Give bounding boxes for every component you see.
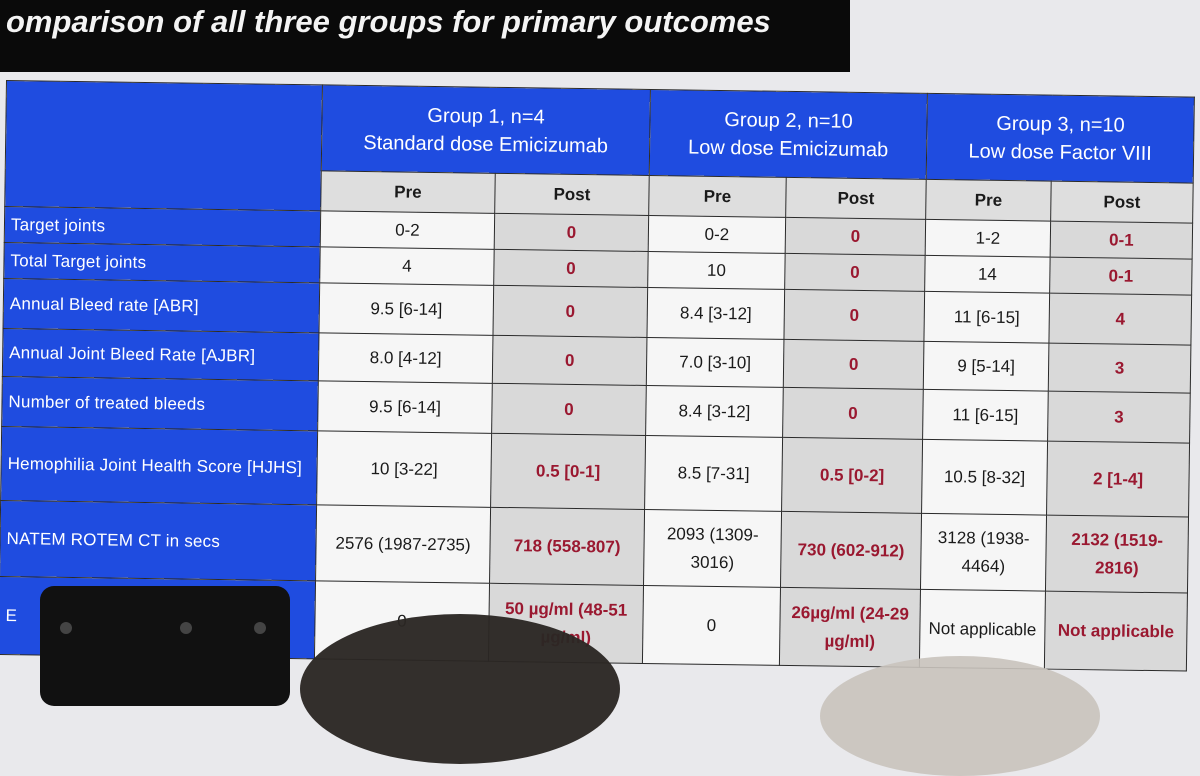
table-cell: 0 xyxy=(492,285,648,338)
table-cell: 4 xyxy=(319,246,495,286)
table-cell: 0-2 xyxy=(648,215,786,254)
corner-cell xyxy=(4,80,323,211)
group-3-name: Group 3, n=10 xyxy=(996,112,1125,137)
table-cell: 1-2 xyxy=(925,219,1051,258)
group-3-pre-header: Pre xyxy=(925,179,1052,222)
group-2-post-header: Post xyxy=(785,177,927,220)
group-3-header: Group 3, n=10 Low dose Factor VIII xyxy=(926,93,1195,184)
table-cell: 3128 (1938-4464) xyxy=(920,513,1047,592)
table-cell: 9 [5-14] xyxy=(923,341,1049,392)
slide-title-bar: omparison of all three groups for primar… xyxy=(0,0,850,72)
table-cell: 3 xyxy=(1047,391,1191,444)
outcomes-table: Group 1, n=4 Standard dose Emicizumab Gr… xyxy=(0,80,1195,672)
table-cell: 0 xyxy=(314,580,490,662)
table-cell: 10.5 [8-32] xyxy=(921,439,1048,516)
table-cell: 0 xyxy=(783,339,924,390)
table-cell: 0 xyxy=(494,213,649,252)
table-cell: 26µg/ml (24-29 µg/ml) xyxy=(779,587,921,668)
table-cell: 2093 (1309-3016) xyxy=(643,509,782,588)
table-cell: 0 xyxy=(491,383,647,436)
group-2-treatment: Low dose Emicizumab xyxy=(687,136,889,161)
table-cell: 0 xyxy=(782,387,924,440)
table-cell: 8.5 [7-31] xyxy=(644,435,783,512)
table-cell: 8.0 [4-12] xyxy=(318,332,493,384)
outcomes-table-wrap: Group 1, n=4 Standard dose Emicizumab Gr… xyxy=(0,80,1198,672)
group-1-post-header: Post xyxy=(494,173,650,216)
table-cell: 14 xyxy=(924,255,1051,294)
table-cell: 0 xyxy=(783,289,925,342)
row-label: Annual Bleed rate [ABR] xyxy=(3,278,320,333)
table-cell: 11 [6-15] xyxy=(923,291,1050,344)
table-cell: 0 xyxy=(784,253,926,292)
slide-title: omparison of all three groups for primar… xyxy=(6,4,771,39)
table-cell: 2 [1-4] xyxy=(1046,441,1190,518)
table-cell: 730 (602-912) xyxy=(780,511,922,590)
group-3-post-header: Post xyxy=(1050,181,1194,224)
table-cell: 50 µg/ml (48-51 µg/ml) xyxy=(488,583,644,664)
table-cell: 0 xyxy=(642,585,781,666)
table-cell: Not applicable xyxy=(1044,591,1188,672)
table-cell: 0-2 xyxy=(320,210,495,250)
group-1-header: Group 1, n=4 Standard dose Emicizumab xyxy=(321,84,651,176)
row-label: Number of treated bleeds xyxy=(1,376,319,431)
table-row: E 0 50 µg/ml (48-51 µg/ml) 0 26µg/ml (24… xyxy=(0,576,1188,672)
table-cell: 0.5 [0-1] xyxy=(490,433,646,510)
group-2-header: Group 2, n=10 Low dose Emicizumab xyxy=(649,89,928,180)
table-cell: 2576 (1987-2735) xyxy=(315,504,491,584)
group-1-treatment: Standard dose Emicizumab xyxy=(363,131,609,157)
row-label: Total Target joints xyxy=(3,242,321,283)
table-cell: 2132 (1519-2816) xyxy=(1045,515,1189,594)
table-cell: 718 (558-807) xyxy=(489,507,645,586)
table-cell: 8.4 [3-12] xyxy=(646,287,785,340)
row-label: NATEM ROTEM CT in secs xyxy=(0,500,317,581)
table-cell: Not applicable xyxy=(919,589,1046,670)
table-cell: 0.5 [0-2] xyxy=(781,437,923,514)
group-1-name: Group 1, n=4 xyxy=(427,104,545,129)
group-3-treatment: Low dose Factor VIII xyxy=(968,139,1152,165)
row-label: Annual Joint Bleed Rate [AJBR] xyxy=(2,328,319,381)
audience-head xyxy=(820,656,1100,776)
group-1-pre-header: Pre xyxy=(320,170,496,214)
table-cell: 0 xyxy=(493,249,649,288)
table-cell: 9.5 [6-14] xyxy=(317,380,493,434)
table-cell: 10 xyxy=(647,251,786,290)
table-cell: 0 xyxy=(785,217,926,256)
table-cell: 9.5 [6-14] xyxy=(318,282,494,336)
table-cell: 0-1 xyxy=(1050,221,1193,260)
row-label: E xyxy=(0,576,316,659)
group-2-name: Group 2, n=10 xyxy=(724,108,853,133)
table-cell: 3 xyxy=(1048,343,1191,394)
table-cell: 10 [3-22] xyxy=(316,430,492,508)
row-label: Hemophilia Joint Health Score [HJHS] xyxy=(0,426,318,505)
group-2-pre-header: Pre xyxy=(648,175,787,218)
table-cell: 7.0 [3-10] xyxy=(646,337,784,388)
table-cell: 8.4 [3-12] xyxy=(645,385,784,438)
table-cell: 0 xyxy=(492,335,647,386)
table-cell: 0-1 xyxy=(1049,257,1193,296)
table-cell: 11 [6-15] xyxy=(922,389,1049,442)
group-header-row: Group 1, n=4 Standard dose Emicizumab Gr… xyxy=(4,80,1195,211)
table-cell: 4 xyxy=(1048,293,1192,346)
row-label: Target joints xyxy=(4,206,321,247)
